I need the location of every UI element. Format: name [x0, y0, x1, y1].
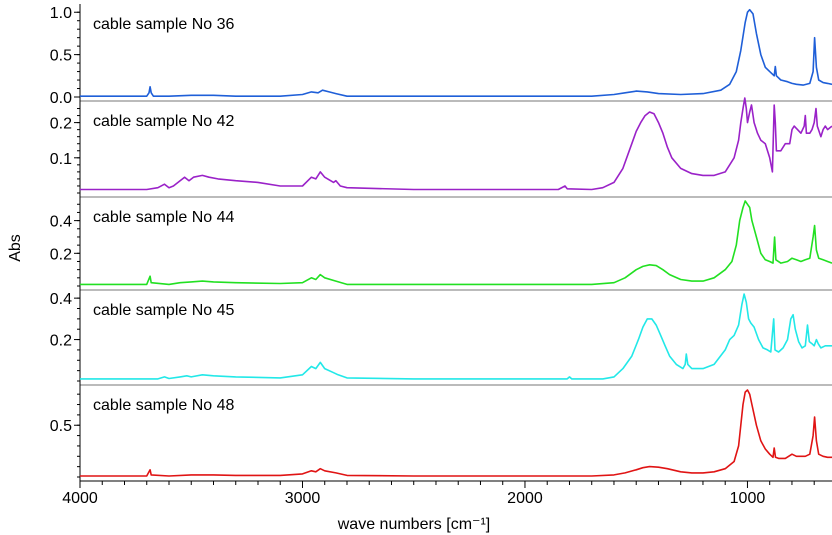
y-axis-label: Abs	[7, 234, 24, 262]
y-tick-label: 1.0	[50, 5, 72, 22]
y-tick-label: 0.2	[50, 116, 72, 133]
x-tick-label: 2000	[507, 490, 543, 507]
panel-3: 0.2 0.4 cable sample No 44	[50, 197, 832, 291]
panel-label: cable sample No 36	[93, 16, 235, 33]
panel-label: cable sample No 48	[93, 397, 235, 414]
y-tick-label: 0.5	[50, 48, 72, 65]
y-tick-label: 0.4	[50, 214, 72, 231]
panel-1: 0.0 0.5 1.0 cable sample No 36	[50, 4, 832, 107]
spectra-panels: 0.0 0.5 1.0 cable sample No 36 0.1 0.2 cable s…	[50, 4, 832, 482]
y-tick-label: 0.5	[50, 418, 72, 435]
spectrum-line	[80, 97, 832, 191]
panel-label: cable sample No 42	[93, 113, 235, 130]
x-tick-label: 1000	[730, 490, 766, 507]
x-tick-label: 3000	[285, 490, 321, 507]
panel-label: cable sample No 44	[93, 209, 235, 226]
panel-5: 0.5 cable sample No 48	[50, 385, 832, 482]
y-tick-label: 0.2	[50, 246, 72, 263]
spectrum-line	[80, 389, 832, 477]
x-axis-label: wave numbers [cm⁻¹]	[337, 516, 490, 533]
spectrum-line	[80, 8, 832, 97]
panel-2: 0.1 0.2 cable sample No 42	[50, 97, 832, 198]
y-tick-label: 0.4	[50, 291, 72, 308]
y-tick-label: 0.0	[50, 90, 72, 107]
spectrum-line	[80, 293, 832, 380]
panel-4: 0.2 0.4 cable sample No 45	[50, 290, 832, 386]
spectrum-line	[80, 200, 832, 286]
x-tick-label: 4000	[62, 490, 98, 507]
y-tick-label: 0.2	[50, 333, 72, 350]
panel-label: cable sample No 45	[93, 302, 235, 319]
y-tick-label: 0.1	[50, 151, 72, 168]
x-axis: 4000 3000 2000 1000	[62, 480, 832, 507]
